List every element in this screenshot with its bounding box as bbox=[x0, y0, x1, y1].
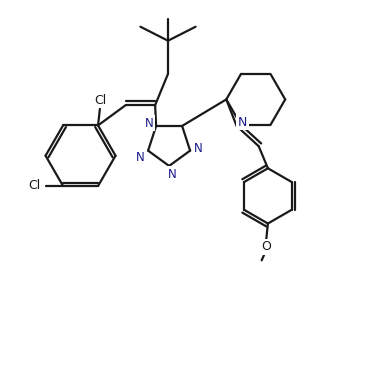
Text: N: N bbox=[144, 117, 153, 130]
Text: N: N bbox=[238, 116, 247, 129]
Text: O: O bbox=[261, 240, 271, 253]
Text: N: N bbox=[137, 151, 145, 164]
Text: N: N bbox=[168, 168, 177, 181]
Text: Cl: Cl bbox=[29, 180, 41, 193]
Text: Cl: Cl bbox=[94, 94, 106, 107]
Text: N: N bbox=[194, 142, 203, 155]
